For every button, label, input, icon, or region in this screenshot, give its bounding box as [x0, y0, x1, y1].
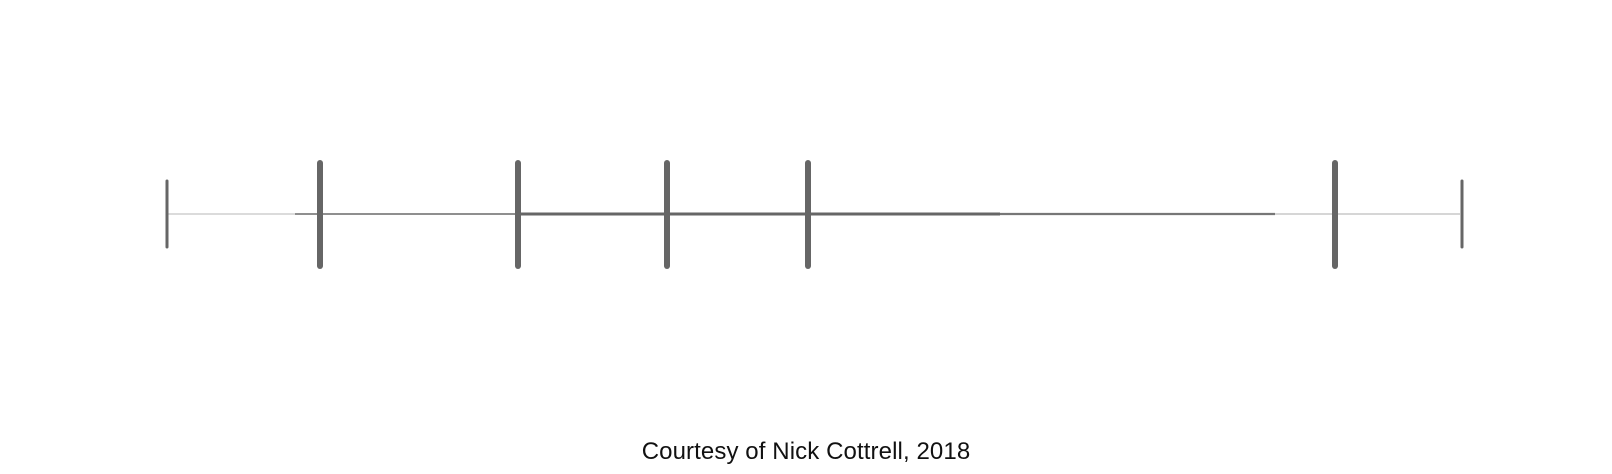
timeline-diagram — [165, 160, 1464, 269]
attribution-caption: Courtesy of Nick Cottrell, 2018 — [641, 438, 971, 465]
